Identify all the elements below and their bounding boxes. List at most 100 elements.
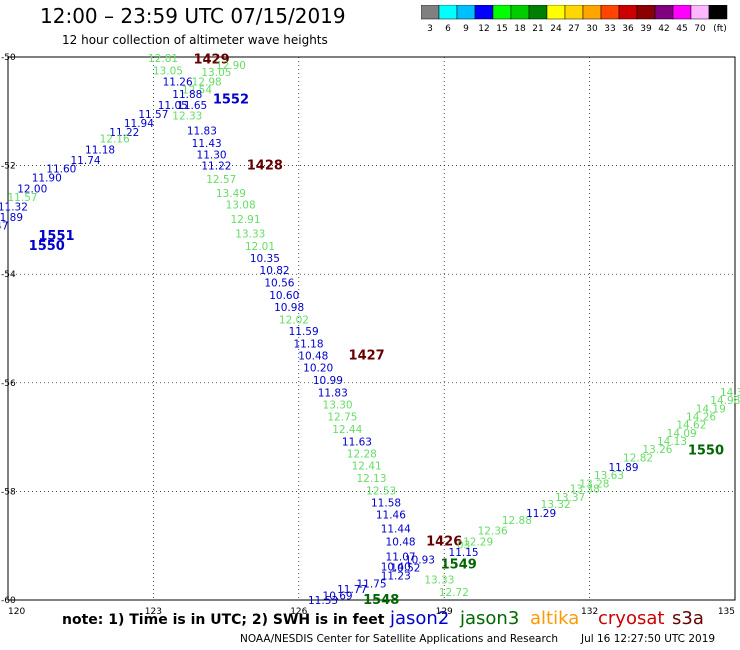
wave-height-label: 10.52 — [390, 562, 420, 574]
wave-height-label: 13.49 — [216, 188, 246, 200]
legend-s3a: s3a — [672, 608, 704, 629]
wave-height-label: 13.08 — [226, 200, 256, 212]
wave-height-label: 11.23 — [381, 571, 411, 583]
colorbar-tick-label: 6 — [445, 24, 451, 34]
wave-height-label: 10.60 — [269, 290, 299, 302]
wave-height-label: 12.16 — [100, 133, 130, 145]
legend-cryosat: cryosat — [598, 608, 665, 629]
wave-height-label: 11.59 — [289, 326, 319, 338]
wave-height-label: 03 — [457, 540, 470, 552]
wave-height-label: 12.53 — [366, 485, 396, 497]
wave-height-label: 14.09 — [667, 428, 697, 440]
colorbar-tick-label: 3 — [427, 24, 433, 34]
wave-height-label: 11.53 — [308, 595, 338, 607]
legend-altika: altika — [530, 608, 580, 629]
timestamp-text: Jul 16 12:27:50 UTC 2019 — [581, 633, 716, 645]
wave-height-label: 12.82 — [623, 453, 653, 465]
wave-height-label: 12.88 — [502, 515, 532, 527]
colorbar-tick-label: 70 — [694, 24, 706, 34]
wave-height-label: 12.54 — [182, 85, 212, 97]
wave-height-label: 11.26 — [163, 76, 193, 88]
wave-height-label: 11.89 — [0, 212, 23, 224]
wave-height-label: 11.22 — [109, 127, 139, 139]
colorbar-tick-label: 24 — [550, 24, 562, 34]
pass-time-label: 1550 — [688, 444, 724, 459]
colorbar-tick-label: 21 — [532, 24, 543, 34]
wave-height-label: 13.30 — [323, 400, 353, 412]
wave-height-label: 11.44 — [381, 523, 411, 535]
pass-time-label: 1552 — [213, 92, 249, 107]
wave-height-label: 12.91 — [230, 214, 260, 226]
wave-height-label: 13.05 — [201, 67, 231, 79]
page-title: 12:00 – 23:59 UTC 07/15/2019 — [40, 4, 346, 28]
wave-height-label: 11.29 — [526, 508, 556, 520]
wave-height-label: 12.13 — [356, 473, 386, 485]
wave-height-label: 11.83 — [318, 388, 348, 400]
wave-height-label: 10.56 — [264, 277, 294, 289]
wave-height-label: 12.29 — [463, 536, 493, 548]
wave-height-label: 11.15 — [449, 547, 479, 559]
wave-height-label: 13.37 — [555, 492, 585, 504]
wave-height-label: 10.99 — [313, 375, 343, 387]
wave-height-label: 12.36 — [478, 525, 508, 537]
wave-height-label: 14.98 — [710, 395, 740, 407]
wave-height-label: 11.30 — [197, 150, 227, 162]
wave-height-label: 11.75 — [356, 579, 386, 591]
wave-height-label: 14.26 — [686, 411, 716, 423]
wave-height-label: 10.98 — [274, 302, 304, 314]
map-frame — [7, 56, 736, 601]
pass-time-label: 1426 — [426, 534, 462, 549]
wave-height-label: 10.40 — [381, 561, 411, 573]
wave-height-label: 11.32 — [0, 201, 28, 213]
wave-height-label: 12.02 — [279, 314, 309, 326]
wave-height-label: 11.60 — [46, 163, 76, 175]
wave-height-label: 13.33 — [424, 574, 454, 586]
wave-height-label: 12.01 — [245, 241, 275, 253]
wave-height-label: 10.82 — [260, 265, 290, 277]
lon-tick-label: 123 — [145, 607, 162, 617]
lon-tick-label: 126 — [290, 607, 307, 617]
lat-tick-label: -60 — [1, 596, 16, 606]
colorbar-tick-label: 36 — [622, 24, 634, 34]
wave-height-label: 10.93 — [405, 554, 435, 566]
wave-height-label: 11.18 — [85, 144, 115, 156]
wave-height-label: 11.88 — [172, 89, 202, 101]
wave-height-label: 14.62 — [676, 420, 706, 432]
pass-time-label: 1551 — [38, 229, 74, 244]
colorbar-tick-label: 30 — [586, 24, 598, 34]
colorbar-tick-label: 15 — [496, 24, 507, 34]
wave-height-label: 12.90 — [216, 60, 246, 72]
colorbar-tick-label: 27 — [568, 24, 579, 34]
colorbar-tick-label: 12 — [478, 24, 489, 34]
lat-tick-label: -50 — [1, 53, 16, 63]
wave-height-label: 12.72 — [439, 587, 469, 599]
pass-time-label: 1549 — [441, 558, 477, 573]
wave-height-label: 11.18 — [293, 339, 323, 351]
wave-height-label: 11.46 — [376, 510, 406, 522]
wave-height-label: 13.33 — [235, 228, 265, 240]
wave-height-label: 10.35 — [250, 253, 280, 265]
lat-tick-label: -52 — [1, 162, 16, 172]
wave-height-label: 11.90 — [32, 173, 62, 185]
colorbar-tick-label: 39 — [640, 24, 652, 34]
legend-jason3: jason3 — [460, 608, 520, 629]
page-subtitle: 12 hour collection of altimeter wave hei… — [62, 33, 328, 47]
wave-height-label: 12.41 — [352, 460, 382, 472]
pass-time-label: 1428 — [247, 159, 283, 174]
lat-tick-label: -58 — [1, 487, 16, 497]
wave-height-label: 14.33 — [720, 387, 740, 399]
wave-height-label: 11.07 — [386, 552, 416, 564]
color-scale-bar: 3 6 9 12 15 18 21 24 27 30 33 36 39 42 45 70 (ft) — [421, 5, 728, 34]
colorbar-tick-label: (ft) — [713, 24, 727, 34]
pass-time-label: 1429 — [193, 53, 229, 68]
pass-time-label: 1550 — [29, 239, 65, 254]
wave-height-label: 14.13 — [657, 436, 687, 448]
wave-height-label: 12.75 — [327, 411, 357, 423]
wave-height-label: 11.63 — [342, 436, 372, 448]
wave-height-label: 12.81 — [148, 53, 178, 65]
lon-tick-label: 135 — [718, 607, 735, 617]
pass-time-label: 1427 — [349, 349, 385, 364]
lat-tick-label: -56 — [1, 379, 16, 389]
wave-height-label: 12.00 — [17, 183, 47, 195]
